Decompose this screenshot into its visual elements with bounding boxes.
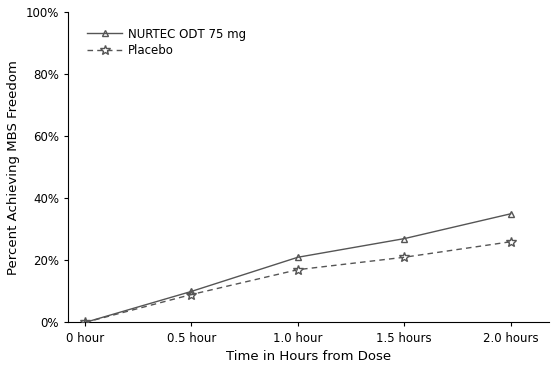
Placebo [295, 268, 301, 272]
Y-axis label: Percent Achieving MBS Freedom: Percent Achieving MBS Freedom [7, 60, 20, 275]
NURTEC ODT 75 mg [401, 236, 408, 241]
Placebo [188, 292, 195, 297]
NURTEC ODT 75 mg [295, 255, 301, 259]
NURTEC ODT 75 mg [82, 320, 88, 325]
Legend: NURTEC ODT 75 mg, Placebo: NURTEC ODT 75 mg, Placebo [83, 24, 250, 61]
Placebo [508, 239, 514, 244]
Line: Placebo: Placebo [80, 237, 515, 327]
NURTEC ODT 75 mg [188, 289, 195, 294]
Line: NURTEC ODT 75 mg: NURTEC ODT 75 mg [82, 210, 514, 326]
Placebo [82, 320, 88, 325]
Placebo [401, 255, 408, 259]
X-axis label: Time in Hours from Dose: Time in Hours from Dose [226, 350, 391, 363]
NURTEC ODT 75 mg [508, 212, 514, 216]
